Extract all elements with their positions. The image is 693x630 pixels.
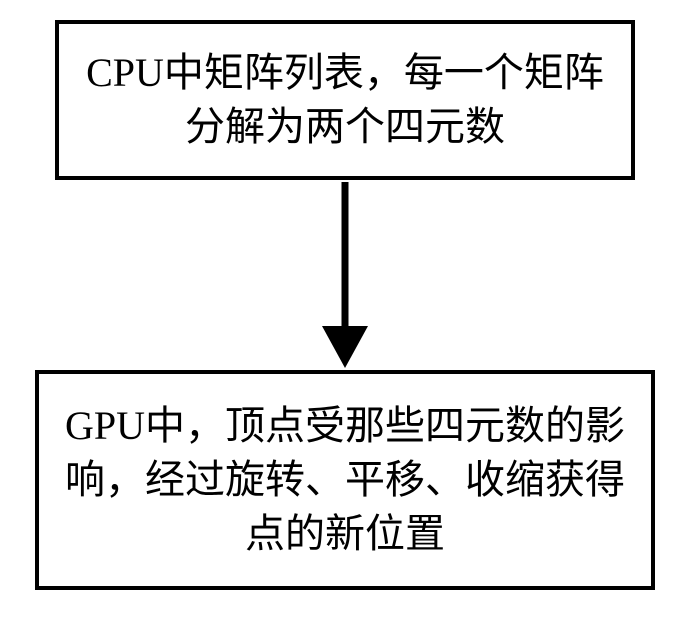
- flowchart-arrow-0: [320, 182, 370, 370]
- arrow-down-icon: [320, 182, 370, 370]
- flowchart-node-text-n2: GPU中，顶点受那些四元数的影响，经过旋转、平移、收缩获得点的新位置: [57, 399, 633, 561]
- flowchart-node-n2: GPU中，顶点受那些四元数的影响，经过旋转、平移、收缩获得点的新位置: [35, 370, 655, 590]
- flowchart-node-n1: CPU中矩阵列表，每一个矩阵分解为两个四元数: [55, 20, 635, 180]
- flowchart-node-text-n1: CPU中矩阵列表，每一个矩阵分解为两个四元数: [77, 46, 613, 154]
